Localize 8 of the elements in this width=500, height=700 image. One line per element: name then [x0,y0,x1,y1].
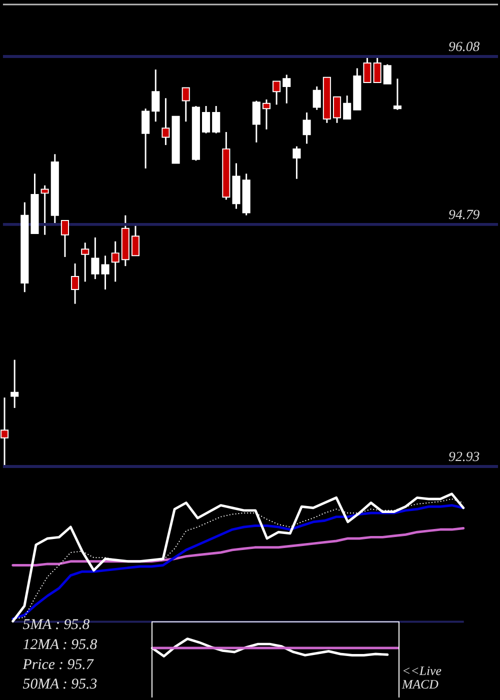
annotation: 5MA : 95.8 [22,617,90,634]
text: Price : 95.7 [22,656,94,673]
text: <<Live MACD [400,664,442,692]
text: 12MA : 95.8 [22,637,98,654]
y-tick-label: 96.08 [448,39,480,54]
y-tick-label: 92.93 [448,449,480,464]
y-tick-label: 94.79 [448,206,480,222]
text: 50MA : 95.3 [22,676,98,693]
